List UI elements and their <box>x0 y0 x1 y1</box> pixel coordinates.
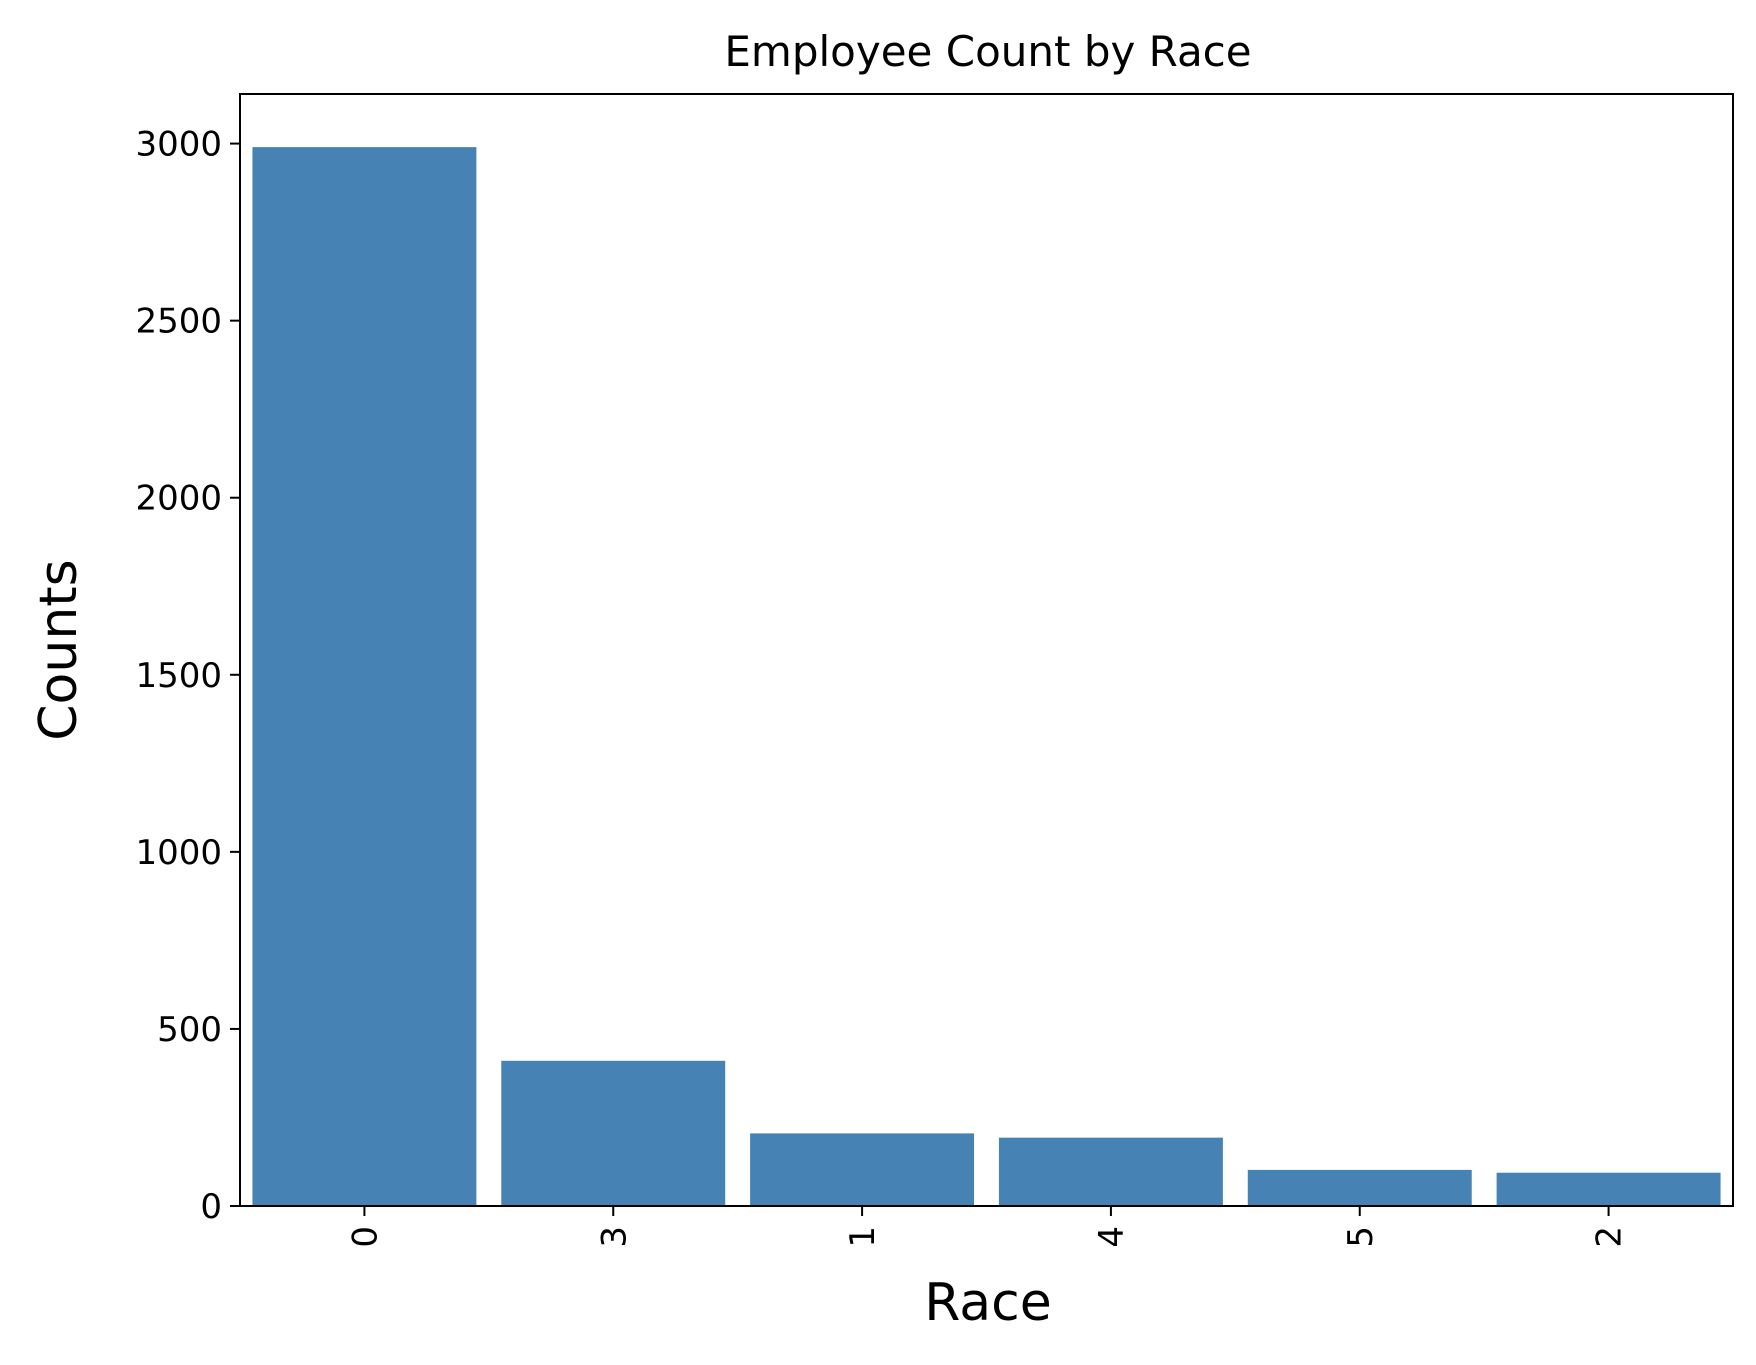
bar-0 <box>252 147 477 1206</box>
y-tick-label: 500 <box>157 1010 222 1050</box>
bar-1 <box>750 1133 975 1206</box>
x-tick-label: 2 <box>1590 1226 1630 1248</box>
y-tick-label: 2500 <box>135 302 222 342</box>
y-tick-label: 0 <box>200 1187 222 1227</box>
bar-3 <box>501 1060 726 1206</box>
x-axis-label: Race <box>924 1273 1051 1333</box>
y-tick-label: 3000 <box>135 125 222 165</box>
y-axis-label: Counts <box>29 559 89 741</box>
bar-5 <box>1247 1169 1472 1206</box>
chart-title: Employee Count by Race <box>724 27 1251 76</box>
x-tick-label: 0 <box>345 1226 385 1248</box>
bar-2 <box>1496 1172 1721 1206</box>
plot-area <box>239 93 1734 1207</box>
y-tick-label: 1000 <box>135 833 222 873</box>
x-axis-ticks: 0 3 1 4 5 2 <box>345 1206 1630 1248</box>
y-axis-ticks: 0 500 1000 1500 2000 2500 3000 <box>135 125 240 1227</box>
x-tick-label: 3 <box>594 1226 634 1248</box>
y-tick-label: 1500 <box>135 656 222 696</box>
x-tick-label: 1 <box>843 1226 883 1248</box>
x-tick-label: 4 <box>1092 1226 1132 1248</box>
axes-frame <box>239 93 1734 1207</box>
x-tick-label: 5 <box>1341 1226 1381 1248</box>
y-tick-label: 2000 <box>135 479 222 519</box>
bar-4 <box>998 1137 1223 1206</box>
